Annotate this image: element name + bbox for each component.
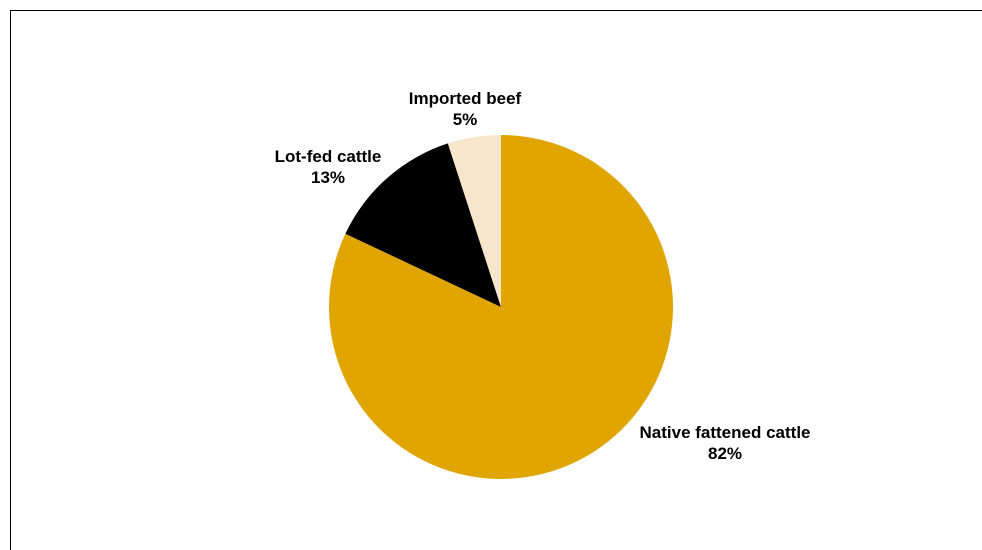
- pie-slice-native-fattened-cattle: [329, 135, 674, 479]
- pie-slice-lot-fed-cattle: [345, 143, 501, 307]
- slice-value-label: 5%: [453, 110, 478, 129]
- slice-value-label: 13%: [311, 168, 345, 187]
- slice-value-label: 82%: [708, 444, 742, 463]
- pie-slice-imported-beef: [447, 135, 501, 307]
- pie-slices: [329, 135, 674, 479]
- slice-label: Lot-fed cattle: [275, 147, 382, 166]
- slice-label: Imported beef: [409, 89, 522, 108]
- chart-frame: [10, 10, 982, 550]
- slice-label: Native fattened cattle: [640, 423, 811, 442]
- pie-chart: Native fattened cattle 82% Lot-fed cattle 1…: [275, 89, 811, 479]
- pie-labels: Native fattened cattle 82% Lot-fed cattle 1…: [275, 89, 811, 463]
